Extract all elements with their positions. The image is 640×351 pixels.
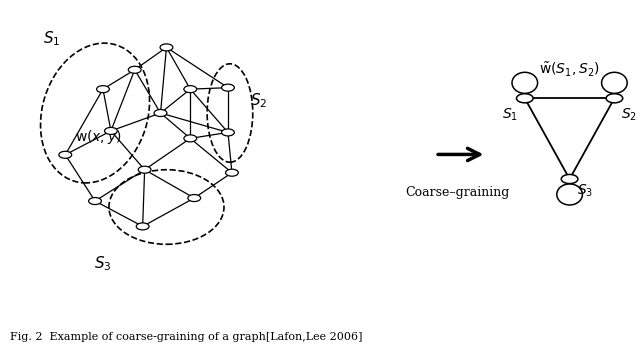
Circle shape — [188, 194, 201, 201]
Text: $S_1$: $S_1$ — [502, 107, 518, 124]
Circle shape — [160, 44, 173, 51]
Circle shape — [129, 66, 141, 73]
Circle shape — [184, 135, 196, 142]
Text: $\mathrm{w}(x,y)$: $\mathrm{w}(x,y)$ — [76, 128, 122, 146]
Circle shape — [561, 174, 578, 184]
Circle shape — [225, 169, 238, 176]
Text: $S_3$: $S_3$ — [577, 183, 593, 199]
Text: $S_3$: $S_3$ — [94, 254, 112, 273]
Text: $\tilde{\mathrm{w}}(S_1,S_2)$: $\tilde{\mathrm{w}}(S_1,S_2)$ — [539, 61, 600, 79]
Circle shape — [606, 94, 623, 103]
Text: $S_2$: $S_2$ — [250, 92, 267, 111]
Circle shape — [136, 223, 149, 230]
Circle shape — [138, 166, 151, 173]
Text: $S_2$: $S_2$ — [621, 107, 637, 124]
Circle shape — [88, 198, 101, 205]
Circle shape — [97, 86, 109, 93]
Text: $S_1$: $S_1$ — [43, 29, 60, 48]
Circle shape — [221, 84, 234, 91]
Circle shape — [516, 94, 533, 103]
Circle shape — [154, 110, 167, 117]
Circle shape — [104, 127, 117, 134]
Circle shape — [59, 151, 72, 158]
Text: Fig. 2  Example of coarse-graining of a graph[Lafon,Lee 2006]: Fig. 2 Example of coarse-graining of a g… — [10, 332, 362, 342]
Circle shape — [184, 86, 196, 93]
Circle shape — [221, 129, 234, 136]
Text: Coarse–graining: Coarse–graining — [405, 186, 510, 199]
